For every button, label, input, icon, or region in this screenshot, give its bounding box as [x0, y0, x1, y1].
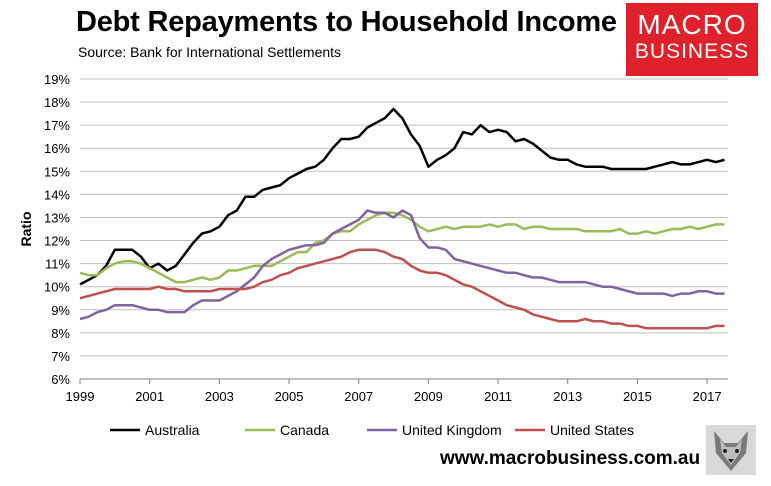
y-axis-label: Ratio [18, 212, 34, 247]
x-tick-label: 2013 [553, 389, 582, 404]
y-tick-label: 12% [44, 234, 70, 249]
y-tick-label: 13% [44, 210, 70, 225]
x-tick-label: 2009 [414, 389, 443, 404]
series-line-united-kingdom [79, 209, 725, 321]
x-tick-label: 2017 [693, 389, 722, 404]
grid-lines [80, 78, 728, 357]
logo-line-business: BUSINESS [634, 40, 750, 63]
y-tick-label: 15% [44, 164, 70, 179]
legend-label-canada: Canada [280, 422, 329, 438]
y-tick-label: 6% [51, 372, 70, 387]
y-tick-label: 9% [51, 303, 70, 318]
y-tick-label: 8% [51, 326, 70, 341]
x-tick-label: 2007 [344, 389, 373, 404]
y-tick-label: 11% [45, 257, 70, 272]
logo-line-macro: MACRO [637, 9, 747, 40]
chart-title: Debt Repayments to Household Income [76, 6, 617, 38]
legend: Australia Canada United Kingdom United Stat… [110, 422, 634, 438]
y-axis-ticks: 6% 7% 8% 9% 10% 11% 12% 13% 14% 15% 16% 17% 18% 19% [44, 72, 70, 387]
chart-subtitle: Source: Bank for International Settlemen… [78, 44, 342, 60]
x-tick-label: 2003 [205, 389, 234, 404]
x-tick-label: 2005 [275, 389, 304, 404]
x-tick-label: 2015 [623, 389, 652, 404]
legend-label-australia: Australia [145, 422, 200, 438]
legend-label-united-kingdom: United Kingdom [402, 422, 502, 438]
y-tick-label: 17% [44, 118, 70, 133]
y-tick-label: 7% [51, 349, 70, 364]
x-tick-label: 2001 [135, 389, 164, 404]
series-line-canada [79, 211, 725, 284]
wolf-logo-icon [706, 425, 756, 475]
footer-url: www.macrobusiness.com.au [440, 448, 701, 469]
y-tick-label: 10% [44, 280, 70, 295]
y-tick-label: 18% [44, 95, 70, 110]
y-tick-label: 16% [44, 141, 70, 156]
series-line-united-states [79, 248, 725, 330]
x-tick-label: 1999 [66, 389, 95, 404]
series-line-australia [79, 107, 725, 286]
x-axis-ticks: 1999 2001 2003 2005 2007 2009 2011 2013 2015 2017 [66, 379, 722, 404]
y-tick-label: 14% [44, 187, 70, 202]
series-lines [79, 107, 725, 330]
x-tick-label: 2011 [484, 389, 512, 404]
y-tick-label: 19% [44, 72, 70, 87]
legend-label-united-states: United States [550, 422, 634, 438]
macrobusiness-logo: MACRO BUSINESS [626, 3, 758, 76]
